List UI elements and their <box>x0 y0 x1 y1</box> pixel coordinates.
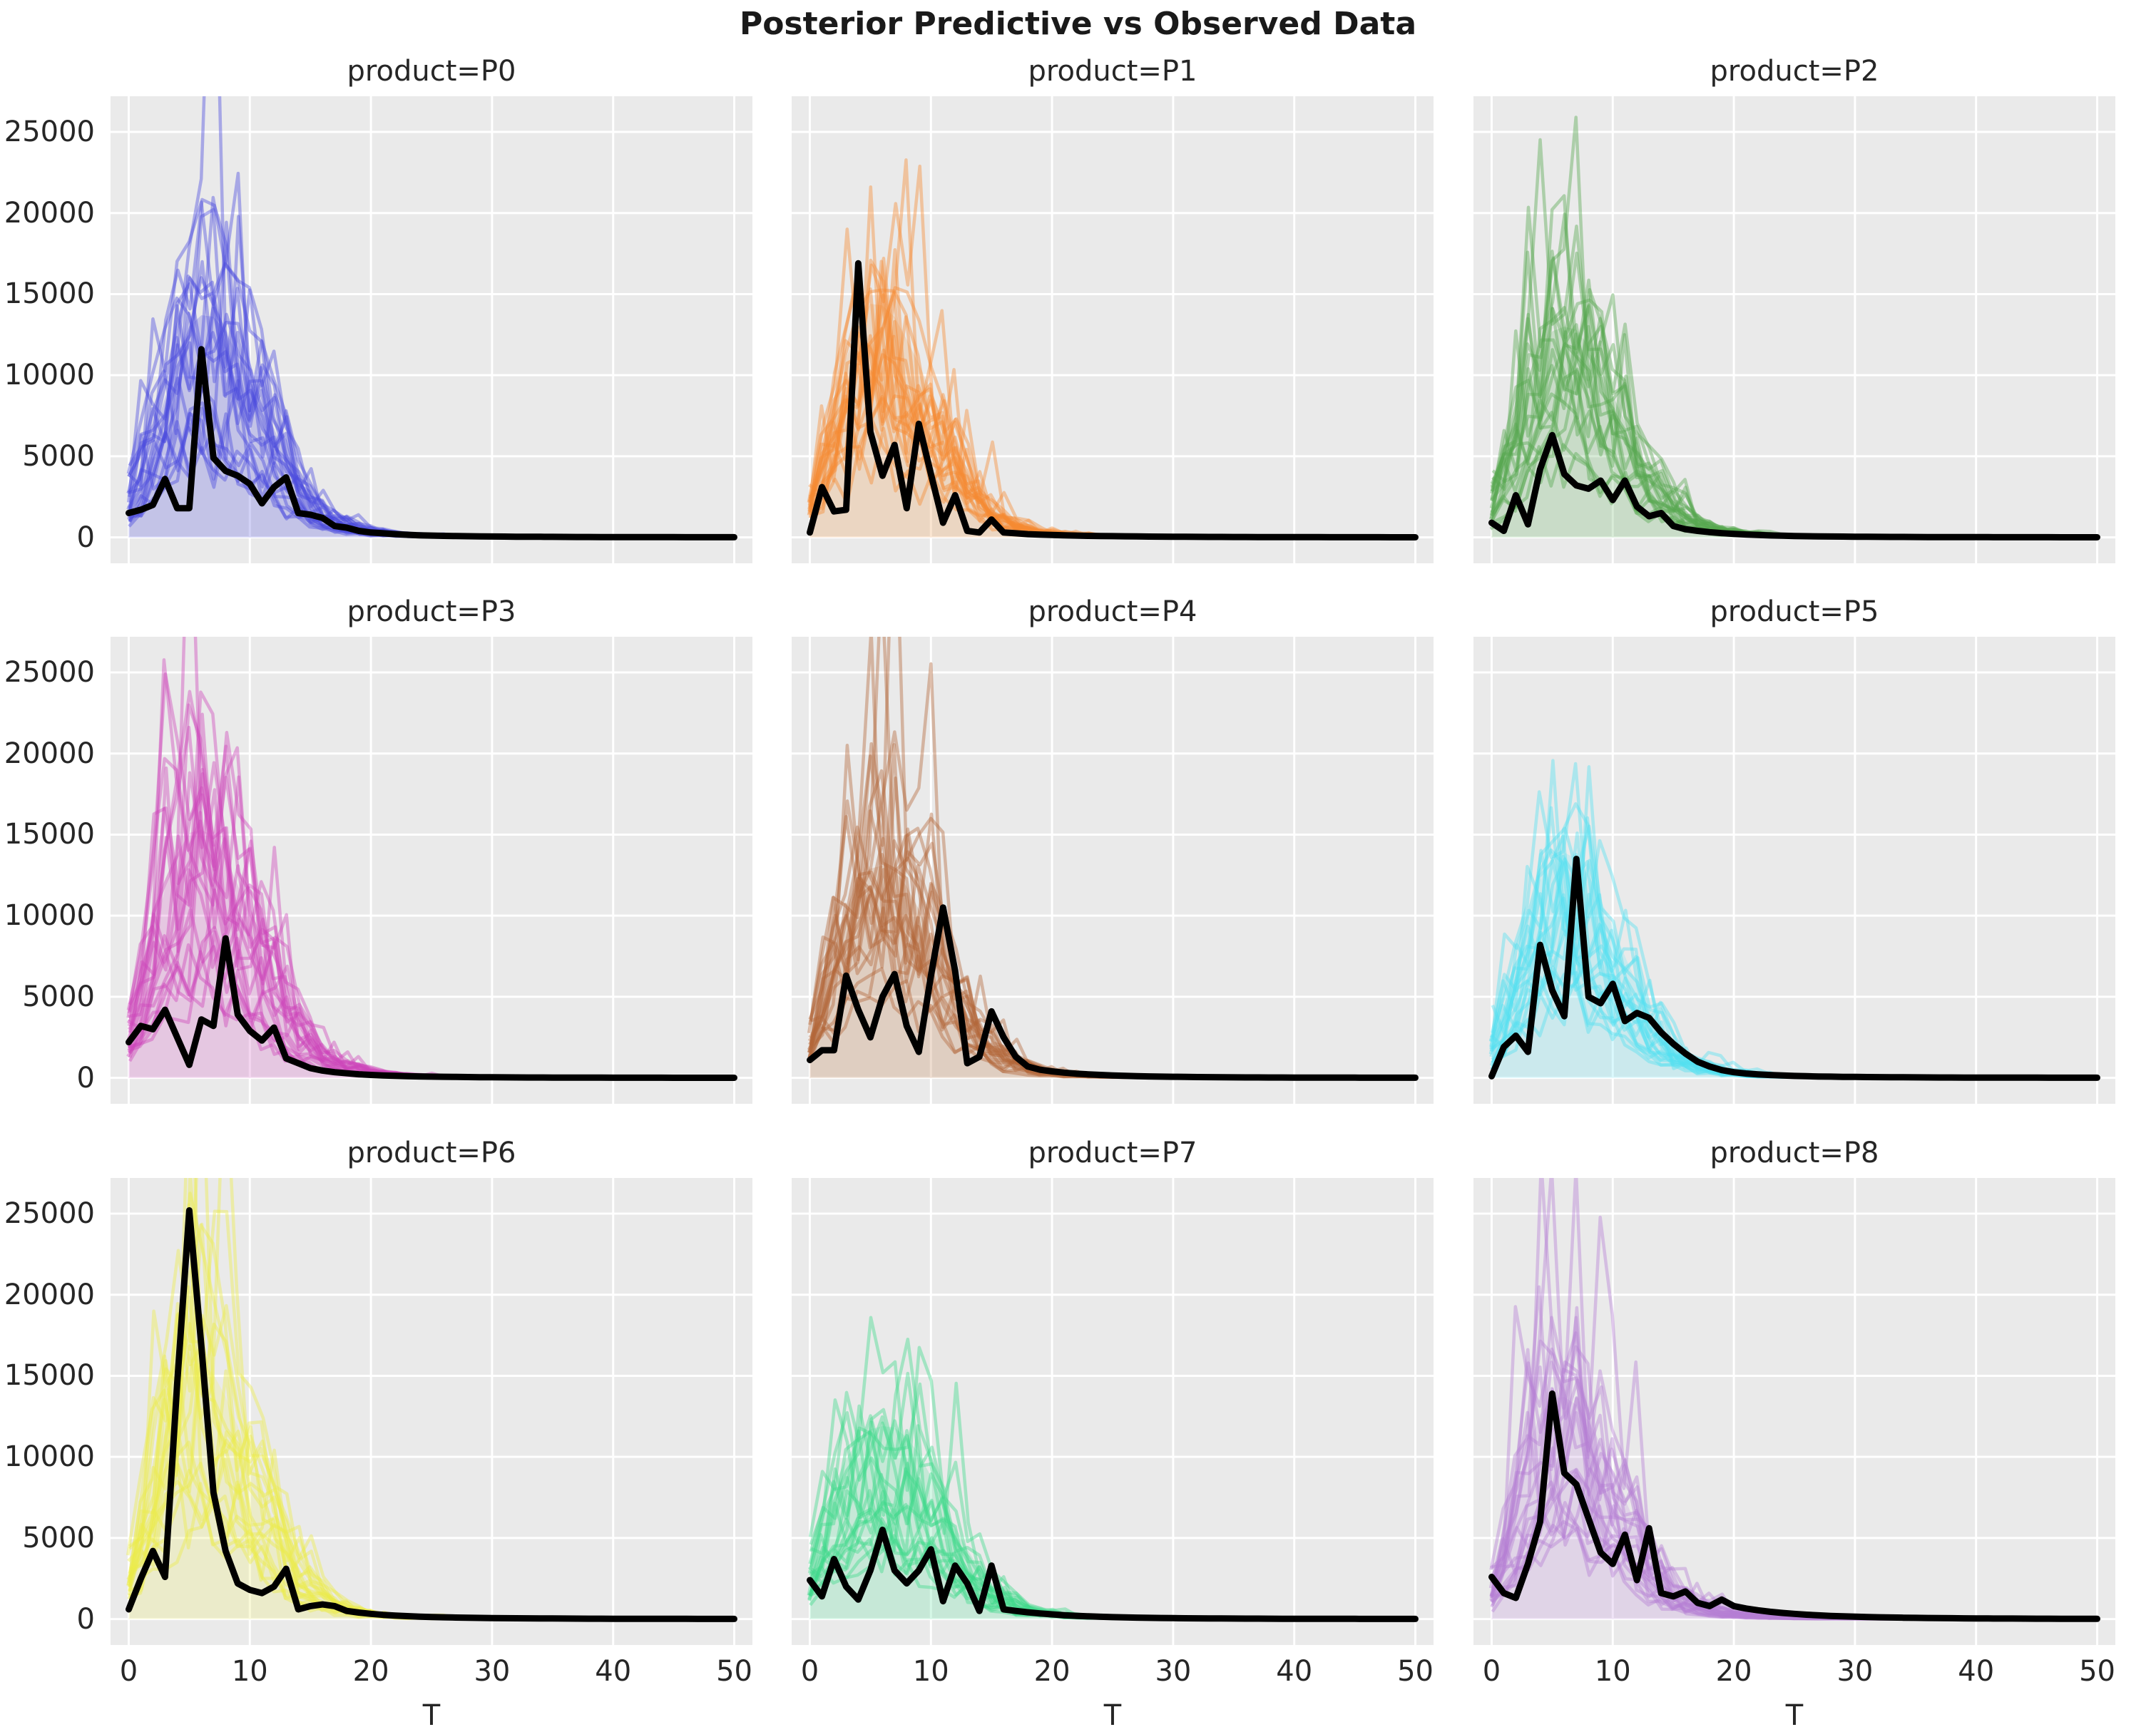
subplot-title-P1: product=P1 <box>1028 55 1197 88</box>
observed-line-P2 <box>1488 431 2100 540</box>
subplot-title-P6: product=P6 <box>347 1137 516 1169</box>
y-tick-label: 25000 <box>4 1197 95 1231</box>
y-tick-label: 5000 <box>22 439 95 473</box>
x-tick-label: 30 <box>1155 1655 1192 1688</box>
x-tick-label: 50 <box>1397 1655 1434 1688</box>
hdi-band-P1 <box>809 304 1416 538</box>
x-tick-label: 10 <box>1594 1655 1631 1688</box>
gridlines <box>792 96 1434 563</box>
subplot-P5: product=P5 <box>1473 595 2115 1104</box>
y-tick-label: 0 <box>76 1602 95 1636</box>
y-tick-label: 10000 <box>4 899 95 933</box>
observed-line-P0 <box>126 346 737 540</box>
plot-area-P8 <box>1473 1178 2115 1645</box>
x-tick-label: 10 <box>912 1655 949 1688</box>
gridlines <box>1473 637 2115 1104</box>
subplot-title-P5: product=P5 <box>1710 595 1879 628</box>
y-tick-label: 15000 <box>4 277 95 311</box>
subplot-P6: product=P6 <box>111 1137 752 1645</box>
y-tick-label: 25000 <box>4 656 95 690</box>
gridlines <box>111 637 752 1104</box>
hdi-band-P7 <box>809 1426 1416 1619</box>
subplot-title-P4: product=P4 <box>1028 595 1197 628</box>
plot-area-P0 <box>111 96 752 563</box>
subplot-title-P3: product=P3 <box>347 595 516 628</box>
y-tick-label: 0 <box>76 521 95 554</box>
observed-line-P4 <box>807 904 1419 1081</box>
y-tick-label: 15000 <box>4 1359 95 1393</box>
x-tick-label: 0 <box>1482 1655 1501 1688</box>
subplot-title-P2: product=P2 <box>1710 55 1879 88</box>
plot-area-P7 <box>792 1178 1434 1645</box>
x-axis-label: T <box>422 1699 441 1732</box>
y-tick-label: 5000 <box>22 1521 95 1554</box>
observed-line-P6 <box>126 1207 737 1622</box>
hdi-band-P5 <box>1491 852 2098 1078</box>
x-tick-label: 0 <box>119 1655 138 1688</box>
x-tick-label: 0 <box>800 1655 819 1688</box>
y-tick-label: 10000 <box>4 359 95 392</box>
hdi-band-P2 <box>1491 327 2098 538</box>
subplot-P7: product=P7 <box>792 1137 1434 1645</box>
x-tick-label: 40 <box>595 1655 632 1688</box>
y-tick-label: 15000 <box>4 818 95 851</box>
subplot-P4: product=P4 <box>792 595 1434 1104</box>
plot-area-P4 <box>792 637 1434 1104</box>
y-tick-label: 10000 <box>4 1440 95 1474</box>
subplot-P3: product=P3 <box>111 595 752 1104</box>
x-tick-label: 30 <box>1836 1655 1874 1688</box>
figure-title: Posterior Predictive vs Observed Data <box>739 6 1417 42</box>
plot-area-P6 <box>111 1178 752 1645</box>
plot-area-P3 <box>111 637 752 1104</box>
y-tick-label: 25000 <box>4 116 95 149</box>
x-tick-label: 20 <box>352 1655 389 1688</box>
hdi-band-P6 <box>128 1363 735 1619</box>
x-tick-label: 40 <box>1958 1655 1995 1688</box>
x-tick-label: 50 <box>716 1655 752 1688</box>
x-tick-label: 40 <box>1276 1655 1313 1688</box>
observed-line-P5 <box>1488 856 2100 1081</box>
plot-area-P2 <box>1473 96 2115 563</box>
hdi-band-P3 <box>128 829 735 1078</box>
observed-line-P1 <box>807 260 1419 540</box>
x-axis-label: T <box>1785 1699 1804 1732</box>
x-tick-label: 20 <box>1715 1655 1752 1688</box>
observed-line-P3 <box>126 935 737 1081</box>
observed-line-P8 <box>1488 1390 2100 1622</box>
y-tick-label: 20000 <box>4 737 95 770</box>
y-tick-label: 20000 <box>4 1278 95 1311</box>
subplot-P8: product=P8 <box>1473 1137 2115 1645</box>
x-axis-label: T <box>1103 1699 1122 1732</box>
subplot-P1: product=P1 <box>792 55 1434 563</box>
x-tick-label: 50 <box>2079 1655 2115 1688</box>
subplot-P2: product=P2 <box>1473 55 2115 563</box>
x-tick-label: 20 <box>1033 1655 1071 1688</box>
y-tick-label: 0 <box>76 1061 95 1095</box>
subplot-title-P0: product=P0 <box>347 55 516 88</box>
plot-area-P1 <box>792 96 1434 563</box>
y-tick-label: 5000 <box>22 980 95 1013</box>
y-tick-label: 20000 <box>4 196 95 230</box>
x-tick-label: 30 <box>474 1655 511 1688</box>
subplot-P0: product=P0 <box>111 55 752 563</box>
plot-area-P5 <box>1473 637 2115 1104</box>
subplot-title-P7: product=P7 <box>1028 1137 1197 1169</box>
observed-line-P7 <box>807 1527 1419 1622</box>
x-tick-label: 10 <box>231 1655 268 1688</box>
subplot-title-P8: product=P8 <box>1710 1137 1879 1169</box>
